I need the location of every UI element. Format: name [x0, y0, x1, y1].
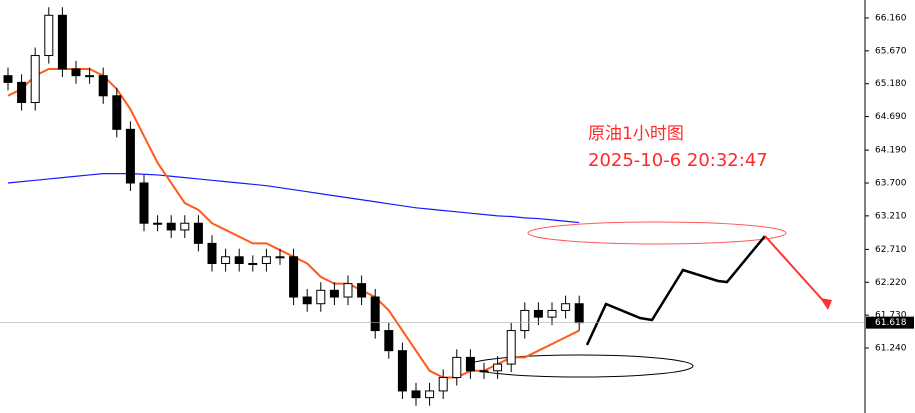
candle-body	[438, 377, 448, 392]
target-ellipse	[527, 221, 787, 245]
candle-body	[125, 128, 135, 184]
candle-body	[384, 330, 394, 352]
candle-body	[397, 350, 407, 392]
arrow-head	[820, 298, 832, 310]
y-tick-label: 65.670	[875, 46, 907, 56]
y-tick-label: 66.160	[875, 13, 907, 23]
candle-body	[533, 309, 543, 318]
drop-arrow	[764, 235, 829, 307]
candle-body	[221, 256, 231, 264]
projection-arrow	[585, 235, 766, 346]
candle-body	[98, 75, 108, 97]
candle-body	[316, 289, 326, 305]
candle-body	[180, 222, 190, 231]
candle-body	[166, 222, 176, 231]
candle-body	[370, 296, 380, 332]
candle-body	[357, 283, 367, 298]
candle-body	[493, 363, 503, 372]
candle-body	[452, 356, 462, 379]
candle-body	[139, 182, 149, 224]
candle-body	[289, 256, 299, 298]
y-tick-label: 62.710	[875, 245, 907, 255]
annotation-time: 2025-10-6 20:32:47	[588, 150, 768, 171]
y-tick-label: 61.730	[875, 311, 907, 321]
moving-average	[7, 172, 580, 224]
candle-body	[561, 303, 571, 311]
candle-body	[30, 55, 40, 103]
candle-body	[261, 256, 271, 264]
candle-body	[547, 309, 557, 318]
candle-body	[425, 390, 435, 399]
candle-body	[112, 95, 122, 130]
candle-body	[57, 14, 67, 70]
candle-body	[574, 303, 584, 324]
candle-body	[329, 289, 339, 298]
y-tick-label: 64.190	[875, 146, 907, 156]
annotation-title: 原油1小时图	[588, 124, 684, 144]
last-price-label: 61.618	[875, 318, 907, 328]
candle-body	[411, 390, 421, 399]
candle-body	[153, 222, 163, 225]
candle-body	[465, 356, 475, 372]
candle-body	[275, 256, 285, 259]
last-price-box	[866, 316, 914, 329]
candle-body	[207, 242, 217, 264]
y-tick-label: 61.240	[875, 344, 907, 354]
y-tick-label: 63.210	[875, 211, 907, 221]
candle-body	[506, 330, 516, 365]
candle-body	[248, 262, 258, 265]
candle-body	[302, 296, 312, 305]
candle-body	[234, 256, 244, 264]
candle-body	[193, 222, 203, 244]
y-tick-label: 62.220	[875, 278, 907, 288]
candle-body	[85, 75, 95, 78]
candle-body	[71, 68, 81, 77]
candle-body	[3, 75, 13, 83]
candle-body	[44, 14, 54, 57]
candle-body	[17, 81, 27, 103]
candle-body	[343, 283, 353, 298]
candle-body	[479, 370, 489, 373]
y-tick-label: 63.700	[875, 178, 907, 188]
candle-body	[520, 309, 530, 332]
y-tick-label: 65.180	[875, 79, 907, 89]
y-tick-label: 64.690	[875, 112, 907, 122]
